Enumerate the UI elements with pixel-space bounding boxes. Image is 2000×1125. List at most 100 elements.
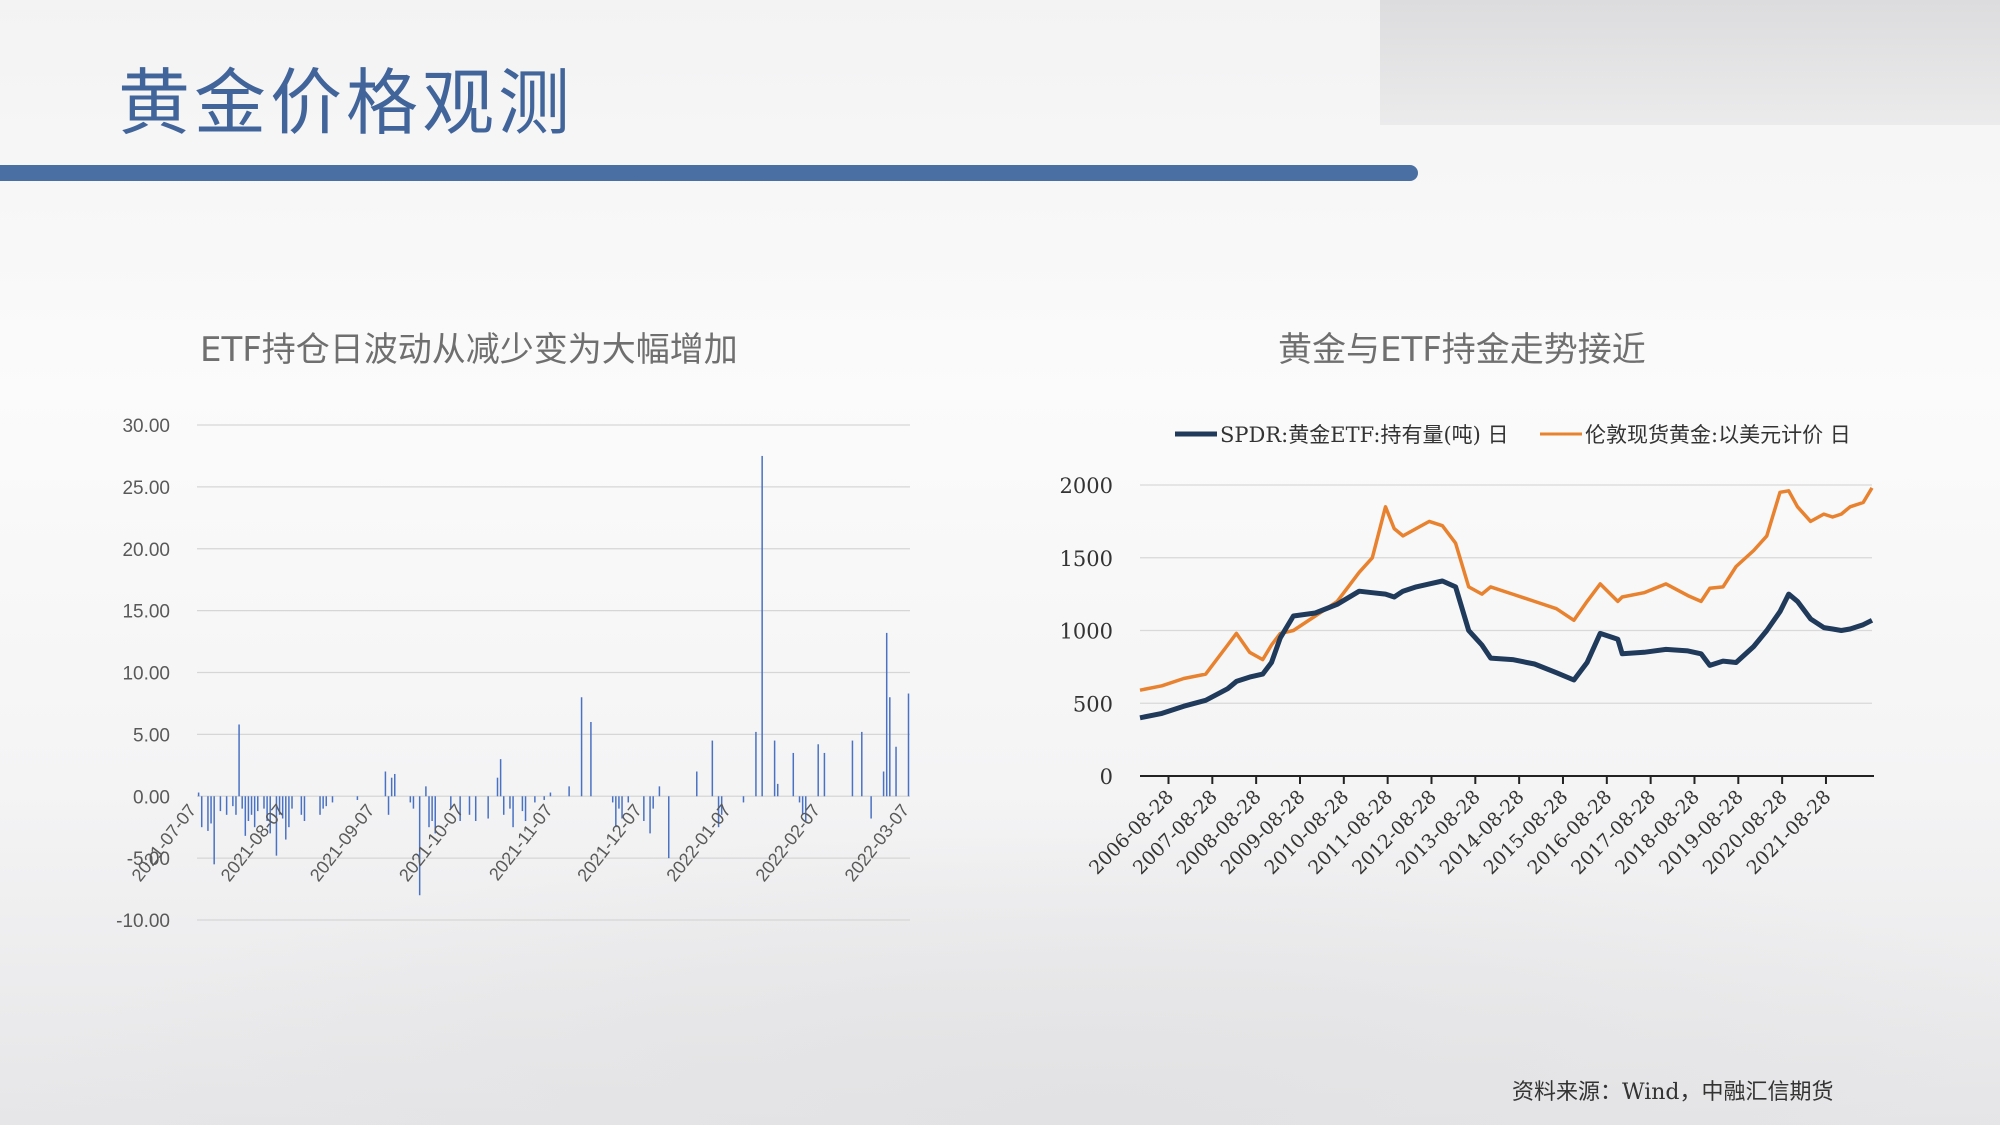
left-bar	[210, 796, 212, 824]
left-bar	[907, 693, 910, 797]
left-bar	[755, 731, 757, 797]
left-bar	[322, 796, 324, 809]
left-bar	[773, 740, 776, 797]
left-bar	[568, 786, 570, 797]
left-bar	[474, 796, 477, 821]
data-source-note: 资料来源：Wind，中融汇信期货	[1512, 1080, 1834, 1105]
left-bar	[817, 744, 819, 797]
left-bar	[241, 796, 243, 809]
header-panel	[1380, 0, 2000, 125]
left-bar	[798, 796, 801, 803]
left-ytick-label: 10.00	[122, 664, 170, 685]
left-bar	[434, 796, 436, 834]
left-bar	[889, 697, 891, 797]
left-bar	[247, 796, 250, 821]
legend-label: 伦敦现货黄金:以美元计价 日	[1585, 423, 1851, 447]
left-bar	[356, 796, 359, 800]
left-bar	[257, 796, 259, 812]
left-bar	[278, 796, 281, 815]
left-bar	[197, 792, 200, 797]
left-bar	[861, 731, 863, 797]
left-bar	[418, 796, 421, 896]
left-bar	[459, 796, 461, 821]
left-bar	[627, 796, 630, 803]
left-bar	[580, 697, 583, 797]
left-bar	[851, 740, 854, 797]
left-bar	[534, 796, 536, 803]
right-ytick-label: 500	[1073, 692, 1113, 716]
left-bar	[521, 796, 524, 812]
left-bar	[717, 796, 720, 828]
right-ytick-label: 1500	[1060, 547, 1113, 571]
left-bar	[431, 796, 433, 821]
left-bar	[232, 796, 234, 807]
left-bar	[325, 796, 328, 807]
left-bar	[269, 796, 271, 834]
left-bar	[200, 796, 203, 828]
left-bar	[668, 796, 670, 859]
left-bar	[331, 796, 334, 803]
series-line-spdr-etf	[1139, 578, 1874, 721]
left-bar	[244, 796, 247, 836]
left-bar	[502, 796, 505, 815]
left-bar	[266, 796, 268, 821]
left-bar	[387, 796, 390, 815]
left-bar	[543, 796, 545, 800]
left-bar	[649, 796, 651, 834]
left-bar	[468, 796, 471, 815]
series-line-london-gold	[1139, 486, 1874, 692]
left-bar	[882, 771, 885, 797]
left-bar	[590, 722, 592, 797]
right-chart-title: 黄金与ETF持金走势接近	[1278, 330, 1646, 370]
left-bar	[428, 796, 430, 828]
right-ytick-label: 1000	[1060, 620, 1113, 644]
left-bar	[885, 632, 888, 797]
right-ytick-label: 2000	[1060, 474, 1113, 498]
left-bar	[615, 796, 617, 828]
left-bar	[496, 777, 499, 797]
left-bar	[549, 792, 552, 797]
left-bar	[499, 759, 502, 797]
left-bar	[652, 796, 654, 809]
left-bar	[219, 796, 222, 812]
left-bar	[281, 796, 284, 819]
left-bar	[303, 796, 306, 821]
left-bar	[319, 796, 321, 815]
left-bar	[509, 796, 511, 809]
left-bar	[253, 796, 256, 828]
left-bar	[720, 796, 723, 815]
left-bar	[394, 773, 396, 797]
left-bar	[870, 796, 872, 819]
right-ytick-label: 0	[1100, 765, 1113, 789]
left-bar	[643, 796, 645, 821]
title-underline-bar	[0, 165, 1418, 181]
left-bar	[611, 796, 614, 803]
left-bar	[512, 796, 514, 828]
background-band	[0, 825, 2000, 1125]
left-bar	[621, 796, 623, 819]
left-ytick-label: 25.00	[122, 478, 170, 499]
left-bar	[238, 724, 240, 797]
left-bar	[225, 796, 228, 815]
left-bar	[250, 796, 253, 815]
left-bar	[235, 796, 237, 815]
left-bar	[696, 771, 698, 797]
left-bar	[409, 796, 412, 803]
left-bar	[384, 771, 387, 797]
left-bar	[524, 796, 527, 821]
left-bar	[776, 783, 779, 797]
left-bar	[487, 796, 489, 819]
left-chart-title: ETF持仓日波动从减少变为大幅增加	[200, 330, 738, 370]
left-bar	[711, 740, 714, 797]
left-bar	[412, 796, 415, 809]
left-ytick-label: 20.00	[122, 540, 170, 561]
page-title: 黄金价格观测	[118, 61, 575, 145]
left-bar	[275, 796, 278, 856]
left-ytick-label: -10.00	[116, 911, 170, 932]
left-ytick-label: 30.00	[122, 416, 170, 437]
left-bar	[263, 796, 265, 809]
left-bar	[450, 796, 452, 809]
left-bar	[895, 746, 897, 797]
